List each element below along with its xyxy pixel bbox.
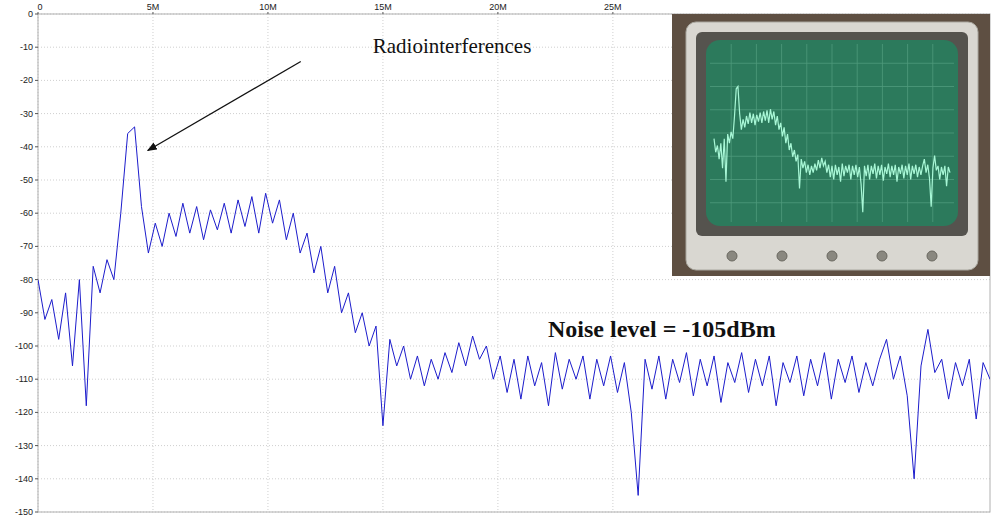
y-tick	[35, 478, 38, 479]
screen	[706, 40, 958, 226]
y-tick	[35, 213, 38, 214]
y-grid-line	[38, 412, 990, 413]
y-tick	[35, 80, 38, 81]
y-tick-label: -60	[20, 208, 33, 218]
screen-grid	[710, 156, 954, 157]
x-tick	[382, 12, 383, 14]
x-tick-label: 15M	[374, 2, 392, 12]
y-tick-label: 0	[28, 9, 33, 19]
screen-grid	[710, 133, 954, 134]
y-tick	[35, 412, 38, 413]
y-tick	[35, 180, 38, 181]
monitor-body	[686, 22, 978, 270]
x-tick-label: 25M	[604, 2, 622, 12]
y-tick	[35, 379, 38, 380]
x-tick	[152, 12, 153, 14]
annotation-text: Noise level = -105dBm	[548, 316, 776, 342]
y-grid-line	[38, 445, 990, 446]
y-tick-label: -20	[20, 75, 33, 85]
annotation-text: Radiointerferences	[373, 34, 532, 58]
y-tick	[35, 146, 38, 147]
screen-trace	[714, 87, 950, 213]
annotation-arrow	[148, 61, 301, 150]
y-grid-line	[38, 346, 990, 347]
screen-grid	[710, 63, 954, 64]
y-tick-label: -80	[20, 275, 33, 285]
chart: 0 -10 -20 -30 -40 -50 -60 -70 -80 -90 -100 -110 -120…	[0, 0, 995, 524]
y-tick-label: -30	[20, 109, 33, 119]
y-tick-label: -140	[15, 474, 33, 484]
y-tick-label: -70	[20, 241, 33, 251]
x-tick	[267, 12, 268, 14]
knob	[877, 251, 887, 261]
x-tick	[497, 12, 498, 14]
y-tick	[35, 246, 38, 247]
y-tick-label: -40	[20, 142, 33, 152]
y-tick-label: -130	[15, 441, 33, 451]
inset-background	[672, 14, 990, 276]
screen-grid	[710, 86, 954, 87]
monitor-bezel	[696, 32, 968, 236]
x-tick-label: 20M	[489, 2, 507, 12]
y-grid-line	[38, 279, 990, 280]
y-tick-label: -100	[15, 341, 33, 351]
y-tick-label: -110	[16, 374, 33, 384]
y-tick	[35, 346, 38, 347]
knob	[727, 251, 737, 261]
knob	[827, 251, 837, 261]
x-tick	[612, 12, 613, 14]
y-tick	[35, 445, 38, 446]
knob	[927, 251, 937, 261]
screen-grid	[710, 202, 954, 203]
y-tick	[35, 312, 38, 313]
y-tick-label: -120	[15, 407, 33, 417]
x-grid-line	[497, 14, 498, 512]
y-tick	[35, 47, 38, 48]
annotations: Radiointerferences Noise level = -105dBm	[148, 34, 776, 342]
knob	[777, 251, 787, 261]
x-grid-line	[382, 14, 383, 512]
screen-grid	[710, 109, 954, 110]
y-grid-line	[38, 312, 990, 313]
x-tick	[38, 12, 39, 14]
x-tick-label: 10M	[259, 2, 277, 12]
x-grid-line	[612, 14, 613, 512]
y-grid-line	[38, 379, 990, 380]
x-tick-label: 0	[37, 2, 42, 12]
y-grid-line	[38, 478, 990, 479]
x-tick-label: 5M	[147, 2, 160, 12]
y-tick-label: -50	[20, 175, 33, 185]
screen-grid	[710, 179, 954, 180]
axes: 0 -10 -20 -30 -40 -50 -60 -70 -80 -90 -100 -110 -120…	[15, 2, 622, 517]
plot-frame	[38, 14, 990, 512]
y-tick-label: -10	[20, 42, 33, 52]
x-grid-line	[152, 14, 153, 512]
y-tick	[35, 279, 38, 280]
y-tick	[35, 512, 38, 513]
grid	[38, 14, 990, 512]
y-tick-label: -90	[20, 308, 33, 318]
y-tick	[35, 113, 38, 114]
x-grid-line	[267, 14, 268, 512]
y-tick-label: -150	[15, 507, 33, 517]
inset-photo	[672, 14, 990, 276]
